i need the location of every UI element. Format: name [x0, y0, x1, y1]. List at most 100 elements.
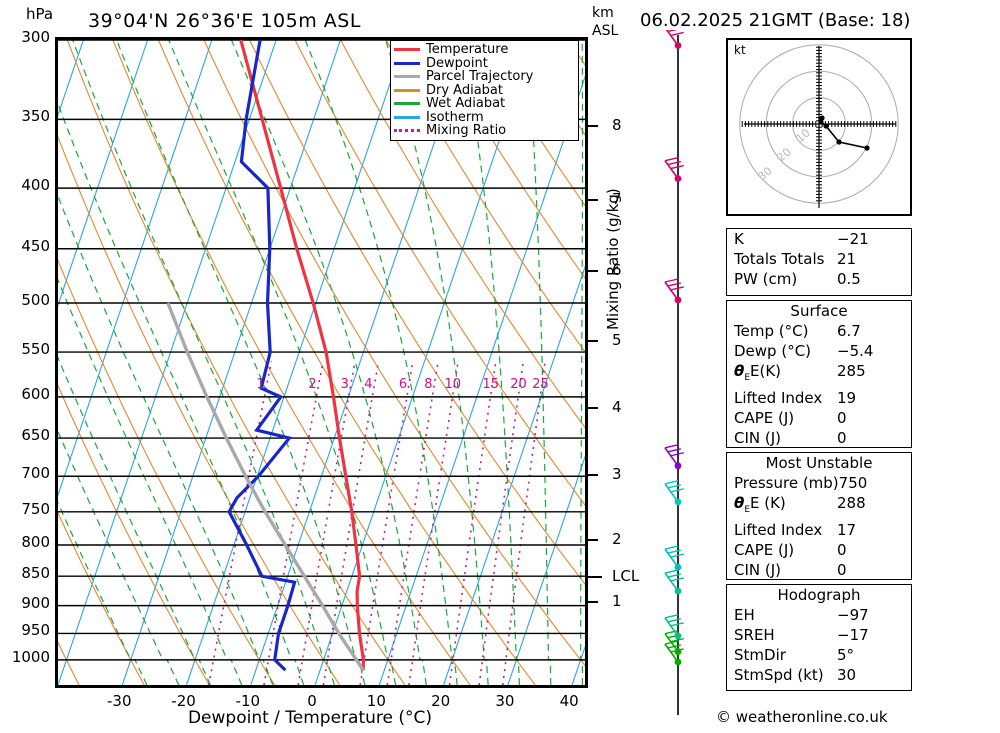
dry-adiabat-line — [58, 641, 80, 685]
hodograph-point — [836, 139, 842, 145]
mixing-ratio-line — [297, 361, 356, 685]
mixing-ratio-value-label: 3 — [340, 376, 349, 392]
wind-barb — [665, 30, 684, 49]
wet-adiabat-line — [580, 40, 584, 685]
info-key: Pressure (mb) — [734, 474, 839, 492]
info-value: 0.5 — [837, 270, 861, 288]
dry-adiabat-line — [58, 135, 341, 685]
isotherm-line — [58, 40, 213, 497]
mixing-ratio-line — [263, 361, 324, 685]
info-value: −5.4 — [837, 342, 874, 360]
pressure-tick-label: 300 — [21, 28, 50, 46]
dry-adiabat-line — [58, 259, 276, 685]
legend-label: Isotherm — [426, 109, 484, 125]
legend-label: Temperature — [426, 42, 509, 58]
wet-adiabat-line — [230, 40, 427, 685]
hodograph-panel[interactable]: kt 10 20 30 — [726, 38, 912, 216]
panel-title: Hodograph — [777, 586, 861, 604]
height-tick-mark — [588, 601, 598, 604]
mixing-ratio-value-label: 10 — [444, 376, 462, 392]
height-tick-label: 3 — [612, 464, 622, 483]
legend-swatch-parcel-trajectory-icon — [394, 75, 420, 79]
height-tick-label: 7 — [612, 190, 622, 209]
hodograph-point — [864, 145, 870, 151]
wet-adiabat-line — [58, 102, 305, 685]
mixing-ratio-value-label: 8 — [424, 376, 433, 392]
info-value: 288 — [837, 494, 866, 512]
temperature-tick-label: 30 — [495, 692, 515, 710]
station-title: 39°04'N 26°36'E 105m ASL — [88, 10, 361, 32]
panel-title: Most Unstable — [765, 454, 873, 472]
mixing-ratio-line — [408, 361, 459, 685]
wet-adiabat-line — [58, 278, 243, 685]
mixing-ratio-value-label: 6 — [398, 376, 408, 392]
info-key: θEE (K) — [734, 494, 786, 515]
info-row: θEE(K) 285 — [727, 361, 911, 388]
legend-swatch-dry-adiabat-icon — [394, 88, 420, 92]
info-row: SREH −17 — [727, 625, 911, 645]
height-tick-mark — [588, 270, 598, 273]
height-tick-label: 1 — [612, 592, 622, 611]
isotherm-line — [507, 455, 585, 685]
info-row: Lifted Index 17 — [727, 520, 911, 540]
info-row: Pressure (mb) 750 — [727, 473, 911, 493]
info-key: Dewp (°C) — [734, 342, 812, 360]
pressure-tick-label: 500 — [21, 291, 50, 309]
legend-swatch-dewpoint-icon — [394, 61, 420, 65]
info-value: −21 — [837, 230, 869, 248]
legend-label: Mixing Ratio — [426, 123, 507, 139]
pressure-tick-label: 800 — [21, 532, 50, 551]
mixing-ratio-axis-title: Mixing Ratio (g/kg) — [604, 188, 622, 330]
info-row: Totals Totals 21 — [727, 249, 911, 269]
hodograph-point — [823, 123, 829, 129]
sounding-panel: hPa 39°04'N 26°36'E 105m ASL km ASL 300 3… — [11, 5, 639, 728]
skewt-plot-area[interactable] — [55, 37, 588, 688]
mixing-ratio-line — [322, 361, 380, 685]
lcl-tick-mark — [588, 576, 602, 579]
wet-adiabat-line — [304, 40, 458, 685]
wet-adiabat-line — [168, 40, 397, 685]
wind-barb — [664, 614, 684, 640]
info-value: 0 — [837, 561, 847, 579]
legend-label: Dry Adiabat — [426, 82, 503, 98]
mixing-ratio-value-label: 4 — [364, 376, 373, 392]
isotherm-line — [443, 265, 585, 685]
info-key: CAPE (J) — [734, 409, 795, 427]
pressure-tick-label: 600 — [21, 384, 50, 403]
info-value: 5° — [837, 646, 855, 664]
pressure-tick-label: 1000 — [11, 647, 50, 666]
mixing-ratio-line — [359, 361, 414, 685]
info-value: 285 — [837, 362, 866, 380]
info-row: θEE (K) 288 — [727, 493, 911, 520]
temperature-tick-label: -30 — [107, 692, 132, 710]
legend-label: Parcel Trajectory — [426, 69, 534, 85]
mixing-ratio-line — [448, 361, 497, 685]
dry-adiabat-line — [431, 40, 585, 279]
mixing-ratio-value-label: 2 — [308, 376, 317, 392]
legend-label: Wet Adiabat — [426, 96, 506, 112]
hodograph-ring-label: 10 — [794, 126, 813, 145]
info-key: Temp (°C) — [734, 322, 809, 340]
legend-item: Isotherm — [394, 111, 575, 125]
x-axis-title: Dewpoint / Temperature (°C) — [187, 708, 433, 728]
legend-item: Mixing Ratio — [394, 124, 575, 138]
height-unit-label-asl: ASL — [592, 23, 619, 39]
temperature-tick-label: -10 — [235, 692, 261, 710]
legend-item: Temperature — [394, 43, 575, 57]
chart-legend: Temperature Dewpoint Parcel Trajectory Dry … — [390, 40, 579, 141]
info-row: Temp (°C) 6.7 — [727, 321, 911, 341]
legend-label: Dewpoint — [426, 55, 488, 71]
info-key: SREH — [734, 626, 775, 644]
info-value: 750 — [838, 474, 868, 492]
series-temperature — [239, 40, 366, 671]
pressure-tick-label: 700 — [21, 464, 50, 483]
info-value: −17 — [837, 626, 869, 644]
hodograph-ring-label: 20 — [775, 145, 794, 164]
info-row: Dewp (°C) −5.4 — [727, 341, 911, 361]
lcl-label: LCL — [612, 567, 640, 586]
hodograph-point — [818, 119, 824, 125]
info-value: 17 — [837, 521, 857, 539]
info-key: Lifted Index — [734, 389, 823, 407]
info-key: StmDir — [734, 646, 786, 664]
